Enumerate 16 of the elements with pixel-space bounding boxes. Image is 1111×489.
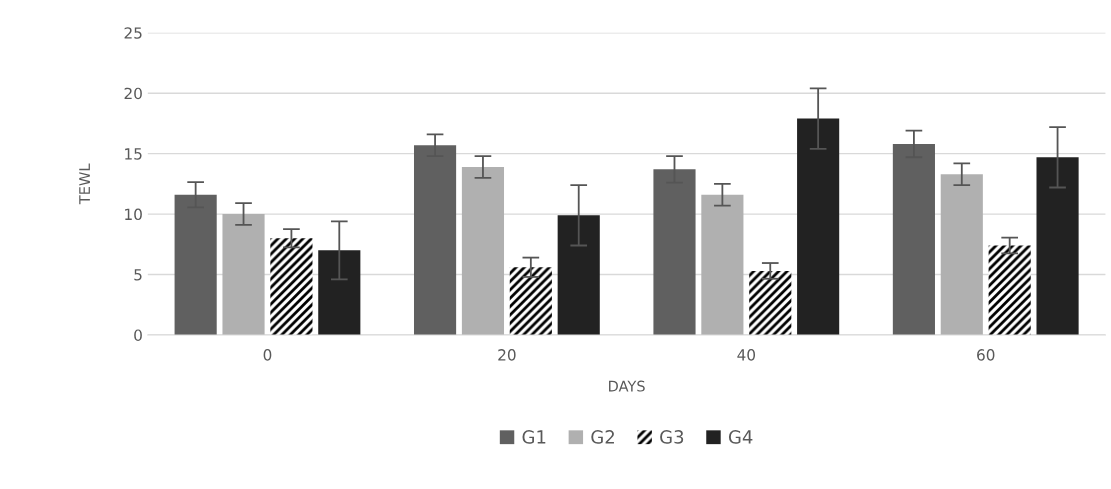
- y-tick-label: 5: [134, 269, 142, 281]
- x-tick-label: 0: [263, 349, 272, 361]
- x-tick-label: 60: [977, 349, 995, 361]
- x-tick-label: 40: [737, 349, 756, 361]
- y-tick-label: 25: [124, 27, 142, 39]
- x-axis-title: DAYS: [609, 380, 645, 392]
- y-axis-title: TEWL: [79, 163, 90, 205]
- legend-label: G1: [522, 430, 546, 444]
- y-tick-label: 15: [125, 148, 142, 160]
- legend-label: G2: [591, 430, 614, 444]
- legend-label: G4: [728, 430, 753, 444]
- y-tick-label: 10: [125, 208, 142, 221]
- x-tick-label: 20: [498, 349, 516, 361]
- y-tick-label: 0: [134, 329, 142, 341]
- legend-label: G3: [660, 430, 684, 444]
- y-tick-label: 20: [124, 87, 142, 100]
